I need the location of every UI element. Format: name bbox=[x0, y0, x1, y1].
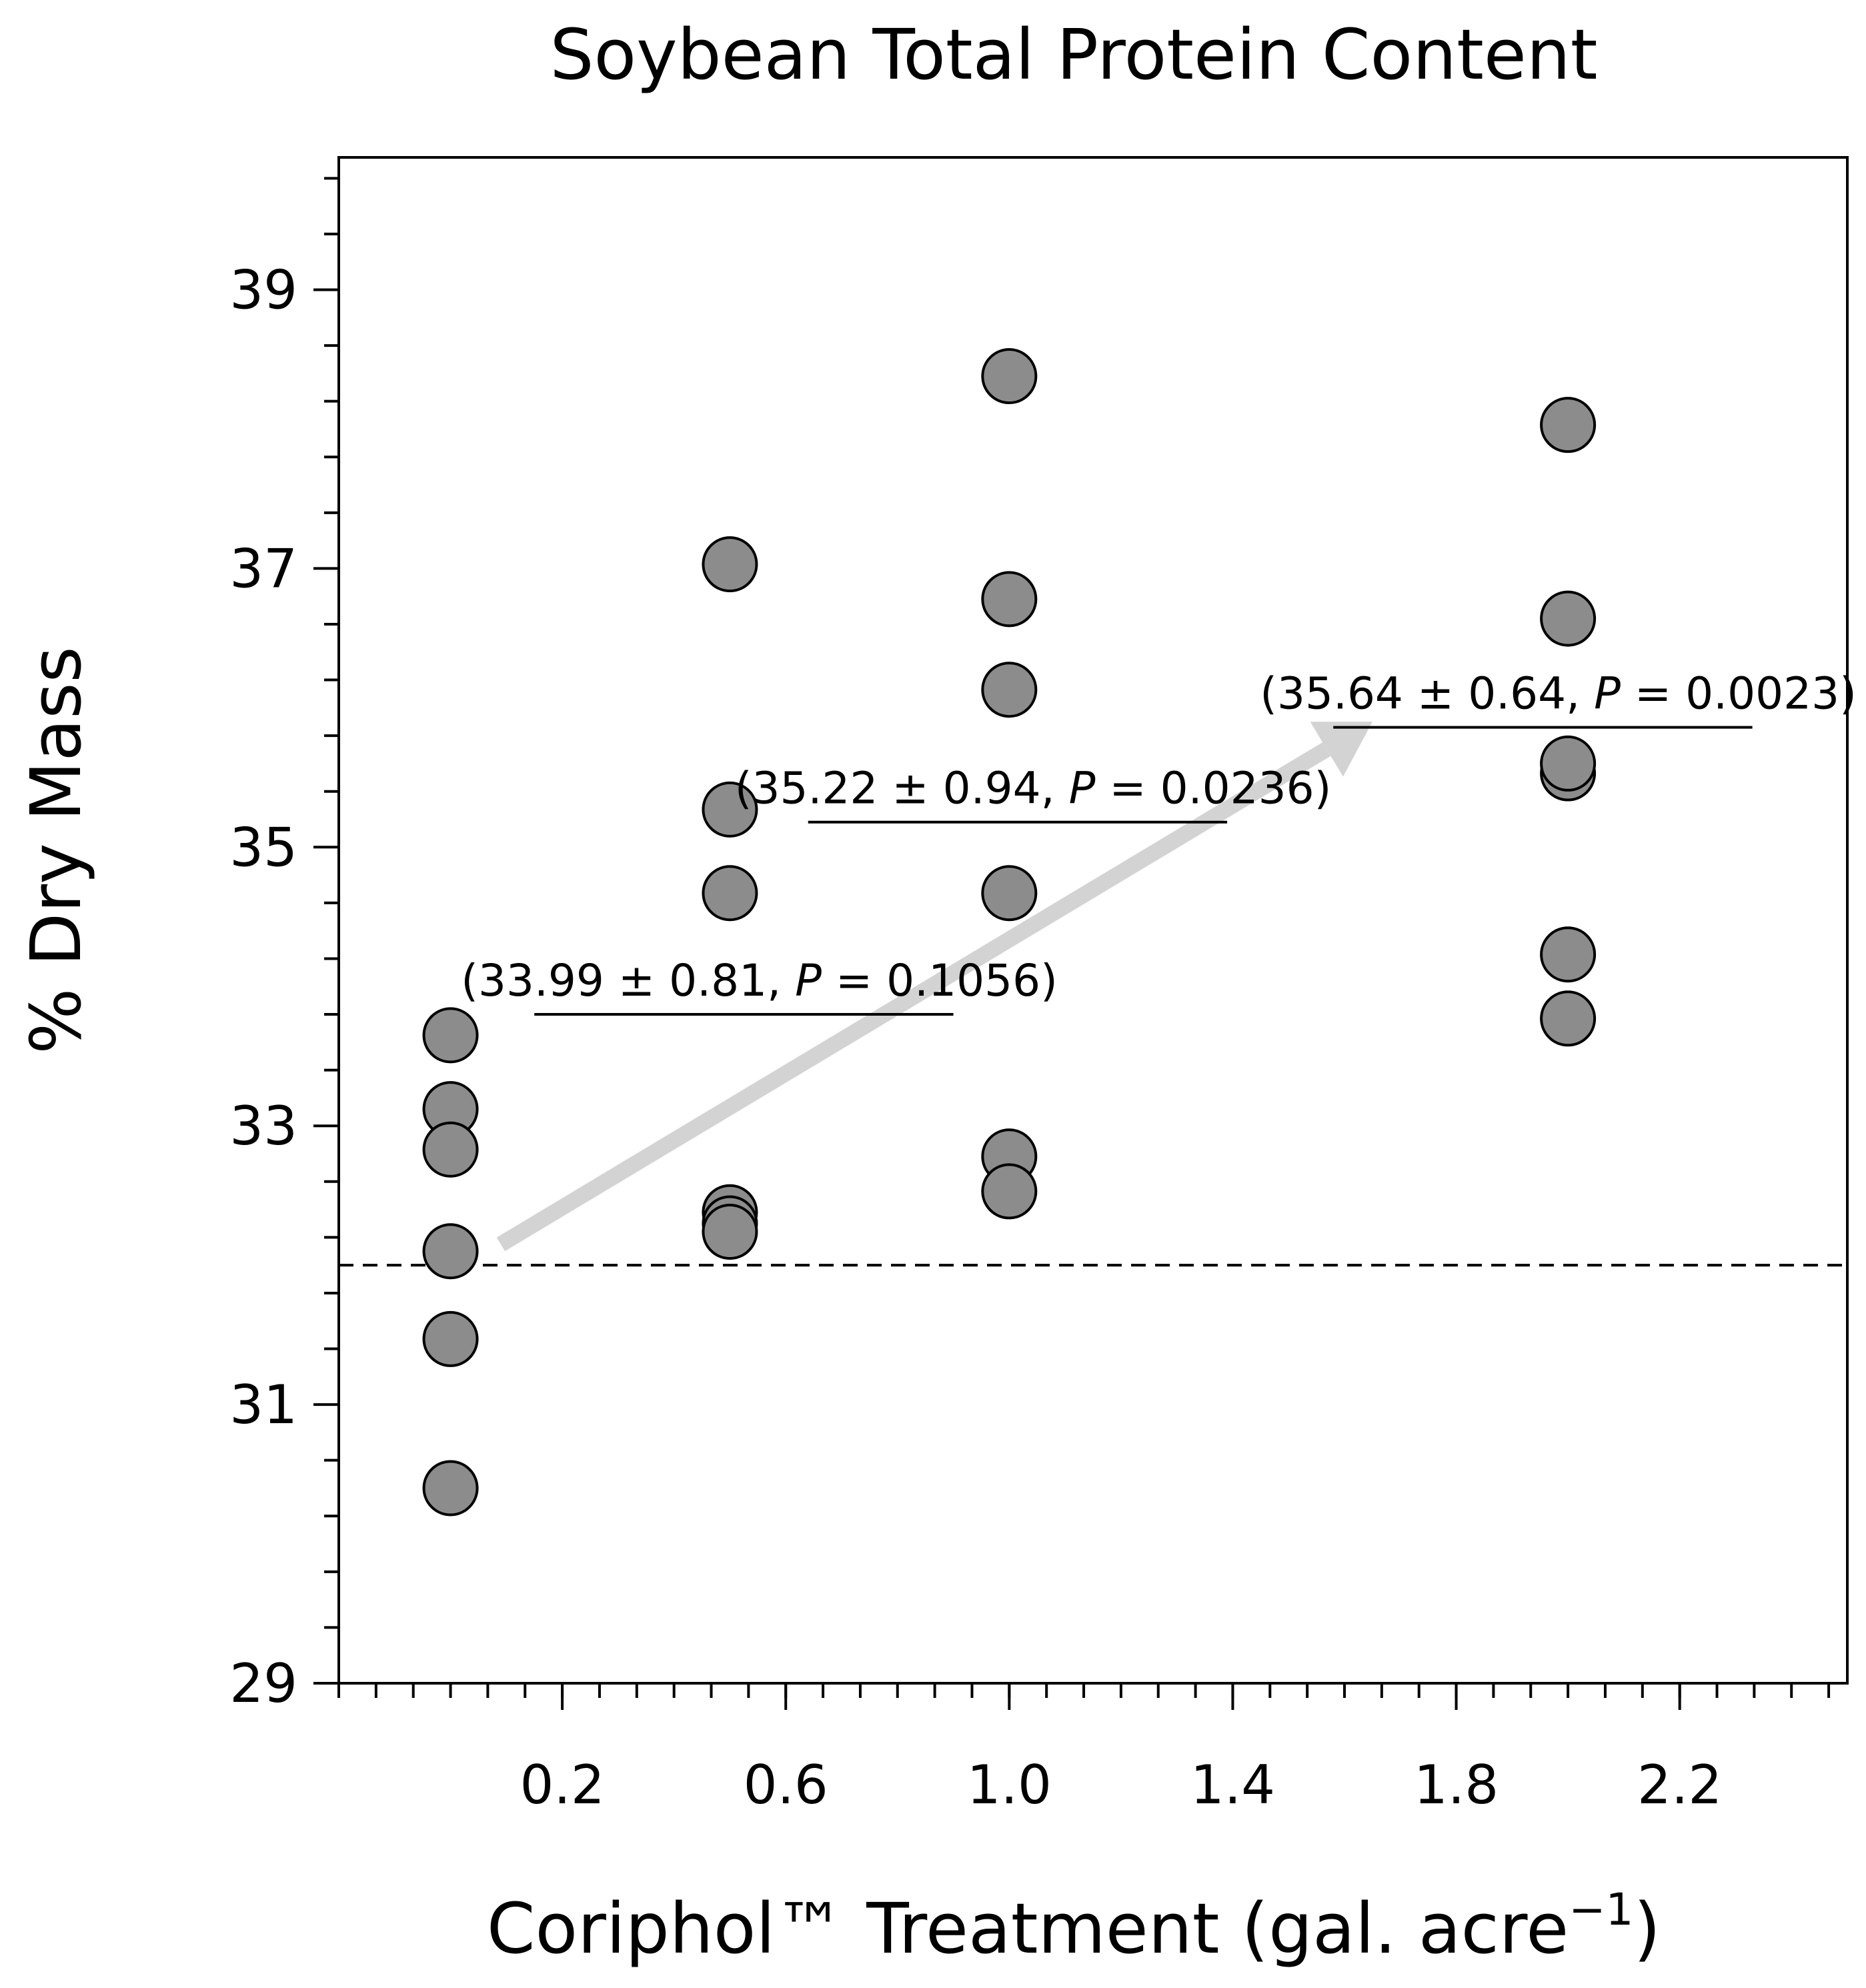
x-tick-label: 1.0 bbox=[967, 1754, 1052, 1816]
data-point bbox=[1540, 990, 1597, 1047]
data-points bbox=[422, 348, 1597, 1517]
y-tick-label: 29 bbox=[229, 1653, 297, 1715]
annotation-pvalue: = 0.0236) bbox=[1095, 763, 1331, 814]
mean-annotation: (35.22 ± 0.94, P = 0.0236) bbox=[735, 763, 1332, 814]
annotation-pvalue: = 0.0023) bbox=[1621, 668, 1857, 720]
annotation-p: P bbox=[795, 955, 822, 1006]
x-axis-label-superscript: −1 bbox=[1569, 1884, 1633, 1935]
annotation-p: P bbox=[1069, 763, 1096, 814]
data-point bbox=[1540, 926, 1597, 983]
x-tick-label: 2.2 bbox=[1637, 1754, 1722, 1816]
mean-annotation: (33.99 ± 0.81, P = 0.1056) bbox=[461, 955, 1058, 1006]
trend-arrow-layer bbox=[496, 722, 1372, 1252]
plot-area bbox=[337, 156, 1849, 1685]
y-tick-label: 39 bbox=[229, 259, 297, 321]
data-point bbox=[422, 1460, 479, 1517]
x-axis-label-main: Coriphol™ Treatment (gal. acre bbox=[487, 1888, 1569, 1969]
x-axis-label: Coriphol™ Treatment (gal. acre−1) bbox=[487, 1884, 1661, 1969]
data-point bbox=[422, 1310, 479, 1367]
data-point bbox=[422, 1223, 479, 1280]
x-tick-label: 0.6 bbox=[744, 1754, 828, 1816]
annotation-value: (35.64 ± 0.64, bbox=[1260, 668, 1594, 720]
data-point bbox=[981, 348, 1038, 405]
data-point bbox=[1540, 735, 1597, 792]
data-point bbox=[981, 662, 1038, 718]
data-point bbox=[981, 571, 1038, 628]
data-point bbox=[981, 1163, 1038, 1220]
y-axis-label: % Dry Mass bbox=[15, 646, 97, 1054]
y-tick-label: 35 bbox=[229, 816, 297, 878]
trend-arrow-head bbox=[1310, 722, 1372, 777]
x-tick-label: 1.8 bbox=[1414, 1754, 1499, 1816]
annotation-value: (35.22 ± 0.94, bbox=[735, 763, 1069, 814]
plot-border bbox=[337, 156, 1849, 1685]
annotation-p: P bbox=[1594, 668, 1621, 720]
data-point bbox=[422, 1007, 479, 1064]
y-tick-label: 37 bbox=[229, 538, 297, 600]
chart-title: Soybean Total Protein Content bbox=[550, 14, 1597, 95]
x-tick-label: 0.2 bbox=[520, 1754, 604, 1816]
data-point bbox=[702, 536, 758, 593]
x-axis: 0.2 0.6 1.0 1.4 1.8 2.2 bbox=[337, 1683, 1831, 1816]
trend-arrow-shaft bbox=[496, 742, 1331, 1252]
y-tick-label: 31 bbox=[229, 1374, 297, 1436]
data-point bbox=[702, 865, 758, 922]
annotation-value: (33.99 ± 0.81, bbox=[461, 955, 795, 1006]
data-point bbox=[1540, 397, 1597, 453]
data-point bbox=[702, 1204, 758, 1260]
annotations-layer: (33.99 ± 0.81, P = 0.1056) (35.22 ± 0.94,… bbox=[461, 668, 1857, 1016]
y-axis: 29 31 33 35 37 39 bbox=[229, 177, 339, 1715]
y-tick-label: 33 bbox=[229, 1095, 297, 1157]
data-point bbox=[422, 1121, 479, 1178]
data-point bbox=[981, 865, 1038, 922]
mean-annotation: (35.64 ± 0.64, P = 0.0023) bbox=[1260, 668, 1857, 720]
data-point bbox=[702, 781, 758, 838]
x-axis-label-close: ) bbox=[1634, 1888, 1661, 1969]
x-tick-label: 1.4 bbox=[1190, 1754, 1275, 1816]
data-point bbox=[1540, 590, 1597, 647]
annotation-pvalue: = 0.1056) bbox=[822, 955, 1058, 1006]
